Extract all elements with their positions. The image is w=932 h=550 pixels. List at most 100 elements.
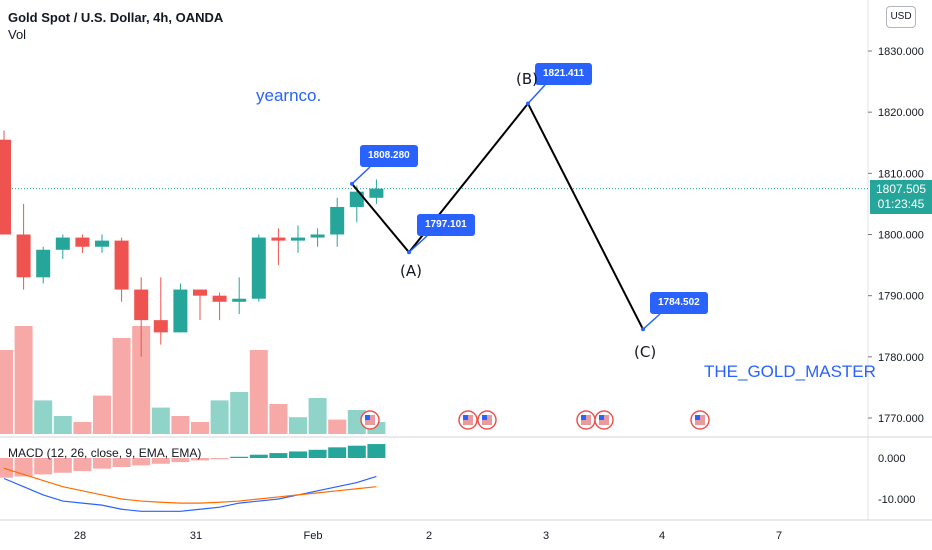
economic-events: [360, 410, 710, 430]
candle-body: [271, 237, 286, 241]
candle-body: [16, 234, 31, 278]
price-tag-pointer: [642, 313, 661, 330]
macd-tick-label: 0.000: [878, 453, 906, 465]
price-tick-label: 1830.000: [878, 46, 924, 58]
wave-label: (C): [634, 343, 657, 361]
candle-body: [114, 240, 129, 290]
wave-label: (B): [516, 70, 538, 88]
flag-canton: [581, 415, 586, 420]
volume-bar: [93, 395, 111, 434]
us-flag-event-icon: [690, 410, 710, 430]
price-tick-label: 1820.000: [878, 107, 924, 119]
volume-bars: [0, 326, 386, 434]
grid-lines: [0, 0, 932, 521]
candlesticks: [0, 130, 384, 357]
macd-histogram-bar: [230, 456, 249, 458]
macd-histogram-bar: [367, 444, 386, 458]
macd-line: [3, 475, 377, 512]
price-tag[interactable]: 1784.502: [650, 292, 708, 314]
currency-button[interactable]: USD: [886, 6, 916, 28]
time-tick-label: 28: [74, 530, 86, 542]
candle-body: [134, 289, 149, 321]
candle-body: [291, 237, 305, 241]
volume-bar: [210, 400, 229, 434]
macd-histogram-bar: [249, 454, 268, 458]
macd-histogram-bar: [132, 458, 151, 466]
time-tick-label: Feb: [304, 530, 323, 542]
us-flag-event-icon: [360, 410, 380, 430]
chart-legend: Gold Spot / U.S. Dollar, 4h, OANDA Vol: [8, 9, 223, 43]
macd-histogram-bar: [210, 458, 229, 460]
candle-body: [251, 237, 266, 299]
current-price-label: 1807.505 01:23:45: [870, 180, 932, 214]
macd-histogram-bar: [112, 458, 131, 468]
volume-bar: [328, 419, 347, 434]
price-tick-label: 1810.000: [878, 168, 924, 180]
candle-body: [349, 191, 364, 207]
volume-label[interactable]: Vol: [8, 27, 27, 42]
flag-canton: [599, 415, 604, 420]
volume-bar: [308, 398, 327, 434]
candle-body: [173, 289, 188, 333]
macd-histogram-bar: [171, 458, 190, 463]
volume-bar: [132, 326, 151, 434]
flag-canton: [463, 415, 468, 420]
price-tag[interactable]: 1808.280: [360, 145, 418, 167]
wave-line: [351, 101, 644, 330]
us-flag-event-icon: [458, 410, 478, 430]
candle-body: [212, 295, 227, 302]
price-tag-pointer: [527, 84, 546, 105]
signal-line: [3, 467, 377, 504]
elliott-wave-drawing: [350, 84, 661, 332]
time-tick-label: 4: [659, 530, 665, 542]
macd-histogram-bar: [328, 447, 347, 458]
macd-histogram-bar: [308, 449, 327, 458]
candle-body: [95, 240, 109, 247]
time-tick-label: 7: [776, 530, 782, 542]
time-tick-label: 3: [543, 530, 549, 542]
price-tag[interactable]: 1797.101: [417, 214, 475, 236]
candle-body: [36, 249, 51, 278]
signature-watermark: THE_GOLD_MASTER: [704, 362, 876, 381]
volume-bar: [0, 350, 13, 434]
volume-bar: [269, 404, 288, 434]
macd-histogram-bar: [289, 451, 307, 458]
macd-histogram-bar: [269, 453, 288, 458]
volume-bar: [14, 326, 33, 434]
volume-bar: [249, 350, 268, 434]
macd-histogram-bar: [93, 458, 111, 469]
macd-histogram-bar: [0, 458, 13, 478]
price-tick-label: 1770.000: [878, 413, 924, 425]
price-tick-label: 1790.000: [878, 291, 924, 303]
macd-histogram-bar: [347, 445, 366, 458]
macd-histogram-bar: [34, 458, 53, 475]
macd-histogram-bar: [151, 458, 170, 464]
macd-label[interactable]: MACD (12, 26, close, 9, EMA, EMA): [8, 446, 202, 460]
axes: 1830.000 1820.000 1810.000 1800.000 1790.000…: [74, 46, 924, 542]
candle-body: [55, 237, 70, 250]
price-tick-label: 1800.000: [878, 230, 924, 242]
countdown-timer: 01:23:45: [877, 197, 925, 211]
wave-label: (A): [400, 262, 422, 280]
flag-canton: [482, 415, 487, 420]
us-flag-event-icon: [477, 410, 497, 430]
volume-bar: [112, 338, 131, 434]
time-tick-label: 2: [426, 530, 432, 542]
time-tick-label: 31: [190, 530, 202, 542]
candle-body: [193, 289, 207, 296]
flag-canton: [695, 415, 700, 420]
author-watermark: yearnco.: [256, 86, 322, 105]
price-tag-pointer: [351, 166, 371, 185]
macd-histogram-bar: [191, 458, 209, 461]
current-price-value: 1807.505: [875, 182, 927, 196]
candle-body: [330, 206, 345, 235]
symbol-title[interactable]: Gold Spot / U.S. Dollar, 4h, OANDA: [8, 10, 224, 25]
macd-pane: [0, 444, 386, 512]
candle-body: [232, 298, 247, 302]
candle-body: [310, 234, 325, 238]
price-tag[interactable]: 1821.411: [535, 63, 593, 85]
macd-tick-label: -10.000: [878, 494, 915, 506]
candle-body: [369, 188, 384, 198]
macd-histogram-bar: [53, 458, 72, 473]
